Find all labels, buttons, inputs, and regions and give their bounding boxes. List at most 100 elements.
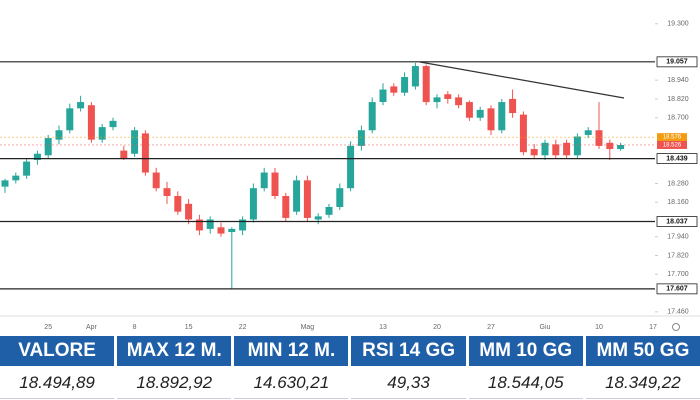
level-label: 17.607 [666, 286, 688, 293]
candle-body [77, 102, 85, 109]
candle-body [206, 219, 214, 229]
y-tick-label: 17.460 [667, 309, 689, 316]
x-tick-label: 13 [379, 324, 387, 331]
x-tick-label: 15 [185, 324, 193, 331]
level-tag [656, 216, 698, 227]
candle-body [185, 203, 193, 220]
candle-body [595, 130, 603, 146]
x-tick-label: 25 [44, 324, 52, 331]
candle-body [120, 150, 128, 159]
candle-body [411, 66, 419, 87]
stats-table: VALORE MAX 12 M. MIN 12 M. RSI 14 GG MM 10 G… [0, 336, 700, 400]
y-tick-label: 18.700 [667, 115, 689, 122]
candle-body [336, 188, 344, 207]
candle-body [260, 172, 268, 189]
candle-body [152, 172, 160, 189]
candle-body [487, 108, 495, 131]
table-value: 49,33 [351, 367, 466, 399]
y-tick-label: 17.820 [667, 252, 689, 259]
candle-body [444, 94, 452, 99]
candle-body [282, 196, 290, 218]
candle-body [174, 196, 182, 212]
candle-body [163, 188, 171, 197]
table-header: VALORE [0, 336, 115, 366]
candle-body [23, 161, 31, 176]
candle-body [87, 105, 95, 140]
candle-body [509, 98, 517, 114]
candle-body [293, 180, 301, 212]
y-tick-label: 17.940 [667, 234, 689, 241]
candle-body [379, 89, 387, 103]
candle-body [303, 180, 311, 218]
table-value: 18.494,89 [0, 367, 115, 399]
candle-body [606, 142, 614, 150]
level-label: 18.037 [666, 218, 688, 225]
candle-body [347, 145, 355, 189]
candle-body [12, 175, 20, 181]
candle-body [368, 102, 376, 131]
table-header: RSI 14 GG [351, 336, 466, 366]
level-label: 19.057 [666, 59, 688, 66]
y-tick-label: 18.280 [667, 180, 689, 187]
candle-body [519, 114, 527, 153]
candle-body [498, 102, 506, 131]
chart: 17.460 17.700 17.820 17.940 18.160 18.280 18.7… [0, 21, 700, 331]
candle-body [573, 136, 581, 156]
candle-body [314, 216, 322, 220]
candle-body [401, 77, 409, 93]
settings-icon[interactable] [672, 323, 680, 331]
y-tick-label: 17.700 [667, 271, 689, 278]
candle-body [357, 130, 365, 146]
candle-body [44, 138, 52, 156]
table-value: 18.544,05 [468, 367, 583, 399]
x-tick-label: 10 [595, 324, 603, 331]
candle-body [617, 144, 625, 150]
candle-body [195, 219, 203, 231]
candle-body [239, 219, 247, 231]
x-tick-label: 22 [239, 324, 247, 331]
y-tick-label: 18.820 [667, 96, 689, 103]
x-tick-label: 8 [133, 324, 137, 331]
level-label: 18.439 [666, 155, 688, 162]
candle-body [55, 130, 63, 140]
candle-body [476, 109, 484, 118]
candle-body [217, 227, 225, 234]
candle-body [455, 97, 463, 106]
table-value: 14.630,21 [234, 367, 349, 399]
candle-body [530, 149, 538, 156]
table-header: MM 50 GG [585, 336, 700, 366]
y-tick-label: 18.160 [667, 199, 689, 206]
candle-body [541, 142, 549, 156]
table-value: 18.349,22 [585, 367, 700, 399]
table-header: MAX 12 M. [117, 336, 232, 366]
candle-body [563, 142, 571, 156]
y-tick-label: 19.300 [667, 21, 689, 28]
candle-body [465, 102, 473, 118]
candle-body [66, 108, 74, 131]
candle-body [390, 86, 398, 93]
candle-body [584, 130, 592, 135]
level-tag [656, 153, 698, 164]
candle-body [1, 180, 9, 187]
x-tick-label: Mag [301, 324, 315, 331]
x-tick-label: 27 [487, 324, 495, 331]
price-label: 18.576 [663, 135, 682, 141]
candle-body [552, 144, 560, 156]
candle-body [141, 133, 149, 173]
candle-body [249, 188, 257, 220]
trendline [419, 61, 625, 99]
x-tick-label: 17 [649, 324, 657, 331]
x-tick-label: Apr [86, 324, 98, 331]
candle-body [228, 228, 236, 233]
candle-body [131, 130, 139, 154]
price-tag [657, 133, 687, 142]
x-tick-label: 20 [433, 324, 441, 331]
level-tag [656, 283, 698, 295]
candle-body [98, 127, 106, 140]
table-header: MM 10 GG [468, 336, 583, 366]
candle-body [422, 66, 430, 103]
y-tick-label: 18.940 [667, 77, 689, 84]
table-header: MIN 12 M. [234, 336, 349, 366]
table-value: 18.892,92 [117, 367, 232, 399]
